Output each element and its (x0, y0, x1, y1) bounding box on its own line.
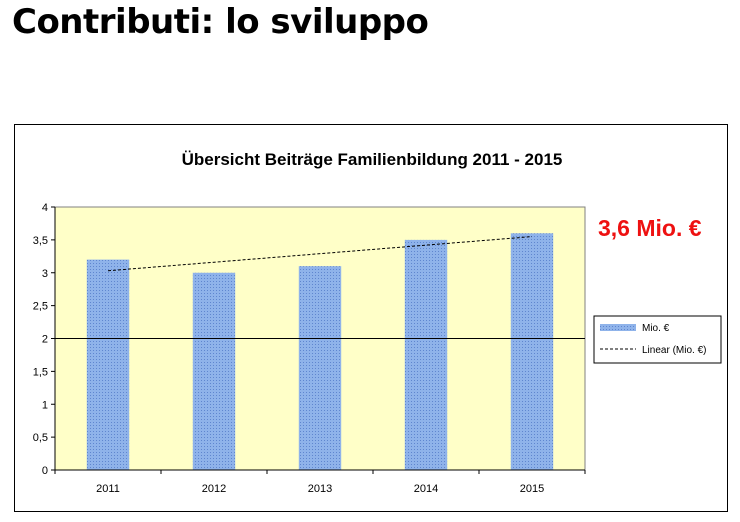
slide-title: Contributi: lo sviluppo (12, 2, 429, 42)
x-tick-label: 2011 (96, 483, 120, 495)
bar (298, 266, 342, 470)
legend-swatch-bar (600, 324, 636, 331)
y-axis: 0 0,5 1 1,5 2 2,5 3 3,5 4 (33, 202, 56, 477)
y-tick-label: 0,5 (33, 432, 48, 444)
x-tick-label: 2012 (202, 483, 226, 495)
y-tick-label: 2 (42, 334, 48, 346)
legend-label-trend: Linear (Mio. €) (642, 345, 706, 356)
legend: Mio. € Linear (Mio. €) (593, 315, 722, 364)
y-tick-label: 1 (42, 399, 48, 411)
chart-title: Übersicht Beiträge Familienbildung 2011 … (182, 150, 563, 169)
bars (55, 233, 585, 470)
legend-box (593, 315, 722, 364)
trend-line (107, 236, 533, 272)
y-tick-label: 2,5 (33, 301, 48, 313)
y-tick-label: 1,5 (33, 366, 48, 378)
x-tick-label: 2014 (414, 483, 438, 495)
legend-label-series: Mio. € (642, 323, 670, 334)
x-tick-label: 2013 (308, 483, 332, 495)
chart-svg: Übersicht Beiträge Familienbildung 2011 … (33, 150, 722, 495)
y-tick-label: 0 (42, 465, 48, 477)
bar (510, 233, 554, 470)
bar (192, 272, 236, 470)
value-callout: 3,6 Mio. € (598, 215, 702, 241)
bar (86, 259, 130, 470)
y-tick-label: 3,5 (33, 235, 48, 247)
x-axis: 2011 2012 2013 2014 2015 (54, 469, 586, 495)
y-tick-label: 3 (42, 268, 48, 280)
chart-frame: Übersicht Beiträge Familienbildung 2011 … (14, 124, 728, 512)
x-tick-label: 2015 (520, 483, 544, 495)
y-tick-label: 4 (42, 202, 48, 214)
bar (404, 239, 448, 470)
